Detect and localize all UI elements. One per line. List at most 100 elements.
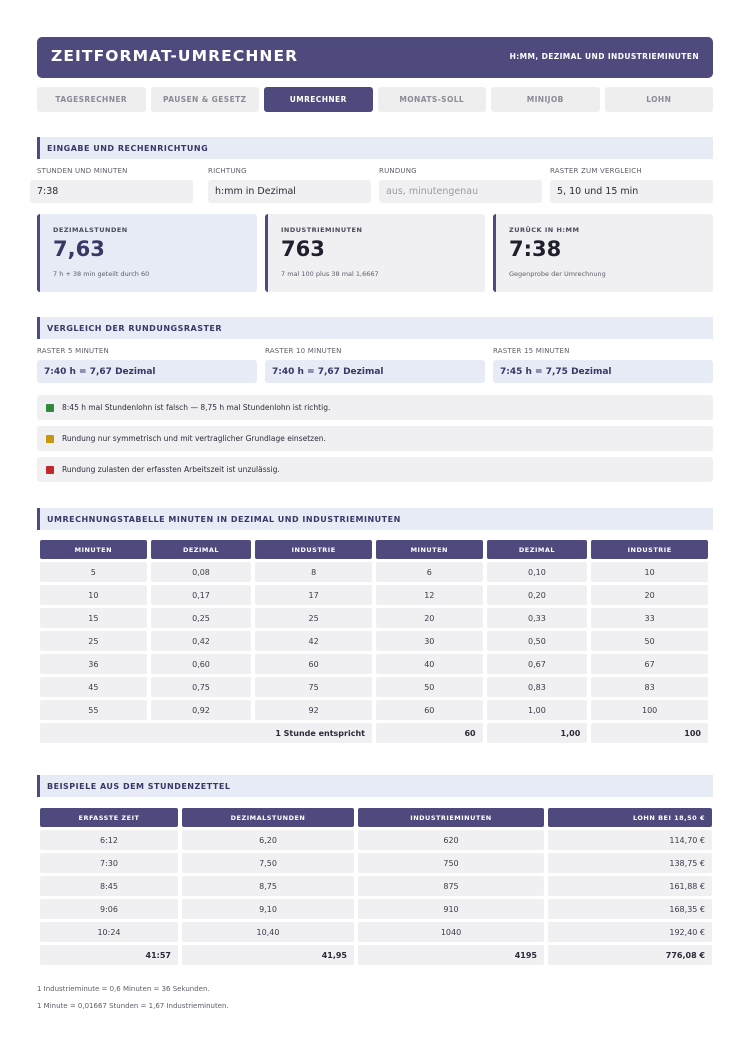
footer-label: 1 Stunde entspricht	[40, 723, 372, 743]
tab-pausen-gesetz[interactable]: PAUSEN & GESETZ	[150, 87, 259, 112]
table-header-row: ERFASSTE ZEIT DEZIMALSTUNDEN INDUSTRIEMI…	[40, 808, 712, 827]
result-label: DEZIMALSTUNDEN	[53, 226, 128, 234]
app-subtitle: H:MM, DEZIMAL UND INDUSTRIEMINUTEN	[509, 52, 699, 61]
table-cell: 15	[40, 608, 147, 628]
result-note: 7 mal 100 plus 38 mal 1,6667	[281, 270, 379, 278]
result-value: 7,63	[53, 237, 105, 261]
table-cell: 0,50	[486, 631, 588, 651]
column-header: MINUTEN	[375, 540, 483, 559]
tab-minijob[interactable]: MINIJOB	[491, 87, 600, 112]
total-industry: 4195	[358, 945, 544, 965]
table-cell: 8	[255, 562, 372, 582]
table-cell: 12	[375, 585, 483, 605]
table-cell: 10:24	[40, 922, 178, 942]
rounding-select[interactable]: aus, minutengenau	[379, 180, 542, 203]
table-cell: 192,40 €	[548, 922, 712, 942]
table-cell: 6	[375, 562, 483, 582]
result-card-back: ZURÜCK IN H:MM 7:38 Gegenprobe der Umrec…	[493, 214, 713, 292]
conversion-table: MINUTEN DEZIMAL INDUSTRIE MINUTEN DEZIMA…	[36, 537, 712, 746]
app-header: ZEITFORMAT-UMRECHNER H:MM, DEZIMAL UND I…	[37, 37, 713, 78]
column-header: ERFASSTE ZEIT	[40, 808, 178, 827]
tab-tagesrechner[interactable]: TAGESRECHNER	[37, 87, 146, 112]
tab-umrechner[interactable]: UMRECHNER	[264, 87, 373, 112]
table-cell: 50	[591, 631, 708, 651]
table-row: 6:12 6,20 620 114,70 €	[40, 830, 712, 850]
column-header: LOHN BEI 18,50 €	[548, 808, 712, 827]
note-correct-calc: 8:45 h mal Stundenlohn ist falsch — 8,75…	[37, 395, 713, 420]
table-cell: 8,75	[182, 876, 354, 896]
table-row: 5 0,08 8 6 0,10 10	[40, 562, 708, 582]
raster-15-value: 7:45 h = 7,75 Dezimal	[493, 360, 713, 383]
table-row: 25 0,42 42 30 0,50 50	[40, 631, 708, 651]
table-cell: 20	[591, 585, 708, 605]
table-cell: 45	[40, 677, 147, 697]
table-cell: 9,10	[182, 899, 354, 919]
table-cell: 67	[591, 654, 708, 674]
table-cell: 75	[255, 677, 372, 697]
footer-minutes: 60	[375, 723, 483, 743]
table-cell: 1,00	[486, 700, 588, 720]
table-cell: 620	[358, 830, 544, 850]
table-cell: 0,67	[486, 654, 588, 674]
raster-5-label: RASTER 5 MINUTEN	[37, 347, 109, 355]
column-header: MINUTEN	[40, 540, 147, 559]
table-cell: 40	[375, 654, 483, 674]
table-cell: 33	[591, 608, 708, 628]
rounding-label: RUNDUNG	[379, 167, 417, 175]
table-cell: 8:45	[40, 876, 178, 896]
tab-monats-soll[interactable]: MONATS-SOLL	[377, 87, 486, 112]
raster-select[interactable]: 5, 10 und 15 min	[550, 180, 713, 203]
table-cell: 50	[375, 677, 483, 697]
table-cell: 138,75 €	[548, 853, 712, 873]
footnote-minute: 1 Minute = 0,01667 Stunden = 1,67 Indust…	[37, 1002, 229, 1010]
total-wage: 776,08 €	[548, 945, 712, 965]
table-cell: 7:30	[40, 853, 178, 873]
tab-lohn[interactable]: LOHN	[604, 87, 713, 112]
table-cell: 10	[40, 585, 147, 605]
result-value: 763	[281, 237, 325, 261]
table-cell: 750	[358, 853, 544, 873]
section-heading-input: EINGABE UND RECHENRICHTUNG	[37, 137, 713, 159]
direction-label: RICHTUNG	[208, 167, 247, 175]
yellow-square-icon	[46, 434, 54, 443]
app-title: ZEITFORMAT-UMRECHNER	[51, 47, 299, 65]
table-row: 15 0,25 25 20 0,33 33	[40, 608, 708, 628]
table-totals-row: 41:57 41,95 4195 776,08 €	[40, 945, 712, 965]
table-cell: 0,83	[486, 677, 588, 697]
direction-select[interactable]: h:mm in Dezimal	[208, 180, 371, 203]
table-cell: 0,08	[150, 562, 252, 582]
table-cell: 6:12	[40, 830, 178, 850]
table-cell: 55	[40, 700, 147, 720]
table-cell: 875	[358, 876, 544, 896]
table-footer-row: 1 Stunde entspricht 60 1,00 100	[40, 723, 708, 743]
table-cell: 10,40	[182, 922, 354, 942]
hours-input[interactable]: 7:38	[30, 180, 193, 203]
tab-bar: TAGESRECHNER PAUSEN & GESETZ UMRECHNER M…	[37, 87, 713, 112]
footer-decimal: 1,00	[486, 723, 588, 743]
table-cell: 0,92	[150, 700, 252, 720]
raster-10-value: 7:40 h = 7,67 Dezimal	[265, 360, 485, 383]
column-header: DEZIMAL	[150, 540, 252, 559]
table-cell: 0,33	[486, 608, 588, 628]
table-cell: 910	[358, 899, 544, 919]
table-cell: 0,75	[150, 677, 252, 697]
table-cell: 5	[40, 562, 147, 582]
raster-15-label: RASTER 15 MINUTEN	[493, 347, 570, 355]
table-row: 36 0,60 60 40 0,67 67	[40, 654, 708, 674]
table-row: 10:24 10,40 1040 192,40 €	[40, 922, 712, 942]
table-cell: 1040	[358, 922, 544, 942]
table-cell: 25	[40, 631, 147, 651]
raster-5-value: 7:40 h = 7,67 Dezimal	[37, 360, 257, 383]
table-cell: 6,20	[182, 830, 354, 850]
table-cell: 9:06	[40, 899, 178, 919]
result-label: INDUSTRIEMINUTEN	[281, 226, 363, 234]
total-decimal: 41,95	[182, 945, 354, 965]
note-text: Rundung zulasten der erfassten Arbeitsze…	[62, 465, 280, 474]
footer-industry: 100	[591, 723, 708, 743]
table-cell: 17	[255, 585, 372, 605]
note-symmetric-rounding: Rundung nur symmetrisch und mit vertragl…	[37, 426, 713, 451]
section-heading-comparison: VERGLEICH DER RUNDUNGSRASTER	[37, 317, 713, 339]
column-header: DEZIMALSTUNDEN	[182, 808, 354, 827]
table-cell: 36	[40, 654, 147, 674]
table-row: 45 0,75 75 50 0,83 83	[40, 677, 708, 697]
